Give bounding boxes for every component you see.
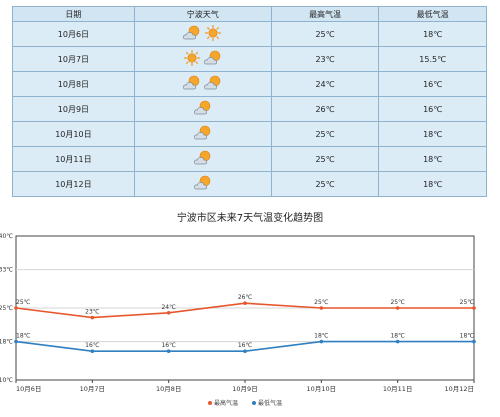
row-high: 23℃ xyxy=(270,46,380,72)
x-tick-label: 10月6日 xyxy=(16,385,41,393)
data-label: 18℃ xyxy=(390,333,405,340)
x-tick-label: 10月10日 xyxy=(307,385,337,393)
x-tick-label: 10月7日 xyxy=(80,385,105,393)
row-date: 10月9日 xyxy=(12,96,135,122)
legend-label: 最高气温 xyxy=(214,399,238,407)
data-point xyxy=(395,306,400,310)
data-label: 18℃ xyxy=(314,333,329,340)
row-weather xyxy=(133,171,272,197)
data-label: 16℃ xyxy=(161,342,176,349)
x-tick-label: 10月11日 xyxy=(383,385,413,393)
y-tick-label: 40℃ xyxy=(0,233,13,240)
data-label: 25℃ xyxy=(460,299,475,306)
row-weather xyxy=(133,71,272,97)
header-date: 日期 xyxy=(12,6,135,22)
header-low: 最低气温 xyxy=(378,6,487,22)
y-tick-label: 33℃ xyxy=(0,267,13,274)
data-label: 18℃ xyxy=(460,333,475,340)
data-point xyxy=(472,306,476,310)
data-point xyxy=(166,349,171,353)
cloudy-sun-icon xyxy=(203,49,223,69)
row-low: 18℃ xyxy=(378,146,487,172)
table-row: 10月7日 23℃ 15.5℃ xyxy=(12,46,487,72)
row-weather xyxy=(133,121,272,147)
data-point xyxy=(319,339,324,344)
row-high: 24℃ xyxy=(270,71,380,97)
row-date: 10月12日 xyxy=(12,171,135,197)
data-label: 16℃ xyxy=(238,342,253,349)
table-row: 10月9日 26℃ 16℃ xyxy=(12,96,487,122)
y-tick-label: 10℃ xyxy=(0,377,13,384)
header-weather: 宁波天气 xyxy=(133,6,272,22)
table-row: 10月11日 25℃ 18℃ xyxy=(12,146,487,172)
row-high: 26℃ xyxy=(270,96,380,122)
row-weather xyxy=(133,96,272,122)
x-tick-label: 10月12日 xyxy=(444,385,474,393)
table-row: 10月6日 25℃ 18℃ xyxy=(12,21,487,47)
data-label: 16℃ xyxy=(85,342,100,349)
data-label: 25℃ xyxy=(390,299,405,306)
row-low: 16℃ xyxy=(378,71,487,97)
data-label: 25℃ xyxy=(314,299,329,306)
data-label: 18℃ xyxy=(16,333,31,340)
row-high: 25℃ xyxy=(270,171,380,197)
data-label: 24℃ xyxy=(161,304,176,311)
forecast-table: 日期 宁波天气 最高气温 最低气温 10月6日 25℃ 18℃ 10月7日 23℃ 15.… xyxy=(12,6,487,197)
data-label: 23℃ xyxy=(85,309,100,316)
cloudy-sun-icon xyxy=(182,74,202,94)
legend-marker xyxy=(252,401,256,405)
y-tick-label: 18℃ xyxy=(0,339,13,346)
x-tick-label: 10月8日 xyxy=(156,385,181,393)
row-low: 18℃ xyxy=(378,21,487,47)
row-date: 10月11日 xyxy=(12,146,135,172)
y-tick-label: 25℃ xyxy=(0,305,13,312)
data-label: 26℃ xyxy=(238,294,253,301)
data-point xyxy=(14,339,18,344)
data-label: 25℃ xyxy=(16,299,31,306)
data-point xyxy=(319,306,324,310)
row-weather xyxy=(133,21,272,47)
cloudy-sun-icon xyxy=(203,74,223,94)
cloudy-sun-icon xyxy=(182,24,202,44)
data-point xyxy=(90,315,95,320)
legend-label: 最低气温 xyxy=(258,399,282,407)
data-point xyxy=(243,349,247,353)
cloudy-sun-icon xyxy=(193,149,213,169)
data-point xyxy=(243,301,247,305)
table-header-row: 日期 宁波天气 最高气温 最低气温 xyxy=(12,6,487,22)
cloudy-sun-icon xyxy=(193,99,213,119)
row-weather xyxy=(133,146,272,172)
data-point xyxy=(90,349,95,353)
cloudy-sun-icon xyxy=(193,124,213,144)
x-tick-label: 10月9日 xyxy=(232,385,257,393)
table-row: 10月8日 24℃ 16℃ xyxy=(12,71,487,97)
row-low: 18℃ xyxy=(378,121,487,147)
row-date: 10月10日 xyxy=(12,121,135,147)
data-point xyxy=(395,339,400,344)
chart-title: 宁波市区未来7天气温变化趋势图 xyxy=(176,213,324,224)
sun-icon xyxy=(203,24,223,44)
row-date: 10月6日 xyxy=(12,21,135,47)
row-date: 10月8日 xyxy=(12,71,135,97)
sun-icon xyxy=(182,49,202,69)
row-high: 25℃ xyxy=(270,146,380,172)
row-high: 25℃ xyxy=(270,121,380,147)
row-low: 15.5℃ xyxy=(378,46,487,72)
header-high: 最高气温 xyxy=(270,6,380,22)
table-row: 10月12日 25℃ 18℃ xyxy=(12,171,487,197)
data-point xyxy=(472,339,476,344)
table-row: 10月10日 25℃ 18℃ xyxy=(12,121,487,147)
legend-marker xyxy=(208,401,212,405)
row-date: 10月7日 xyxy=(12,46,135,72)
data-point xyxy=(166,311,171,315)
row-weather xyxy=(133,46,272,72)
row-high: 25℃ xyxy=(270,21,380,47)
row-low: 16℃ xyxy=(378,96,487,122)
row-low: 18℃ xyxy=(378,171,487,197)
data-point xyxy=(14,306,18,310)
cloudy-sun-icon xyxy=(193,174,213,194)
